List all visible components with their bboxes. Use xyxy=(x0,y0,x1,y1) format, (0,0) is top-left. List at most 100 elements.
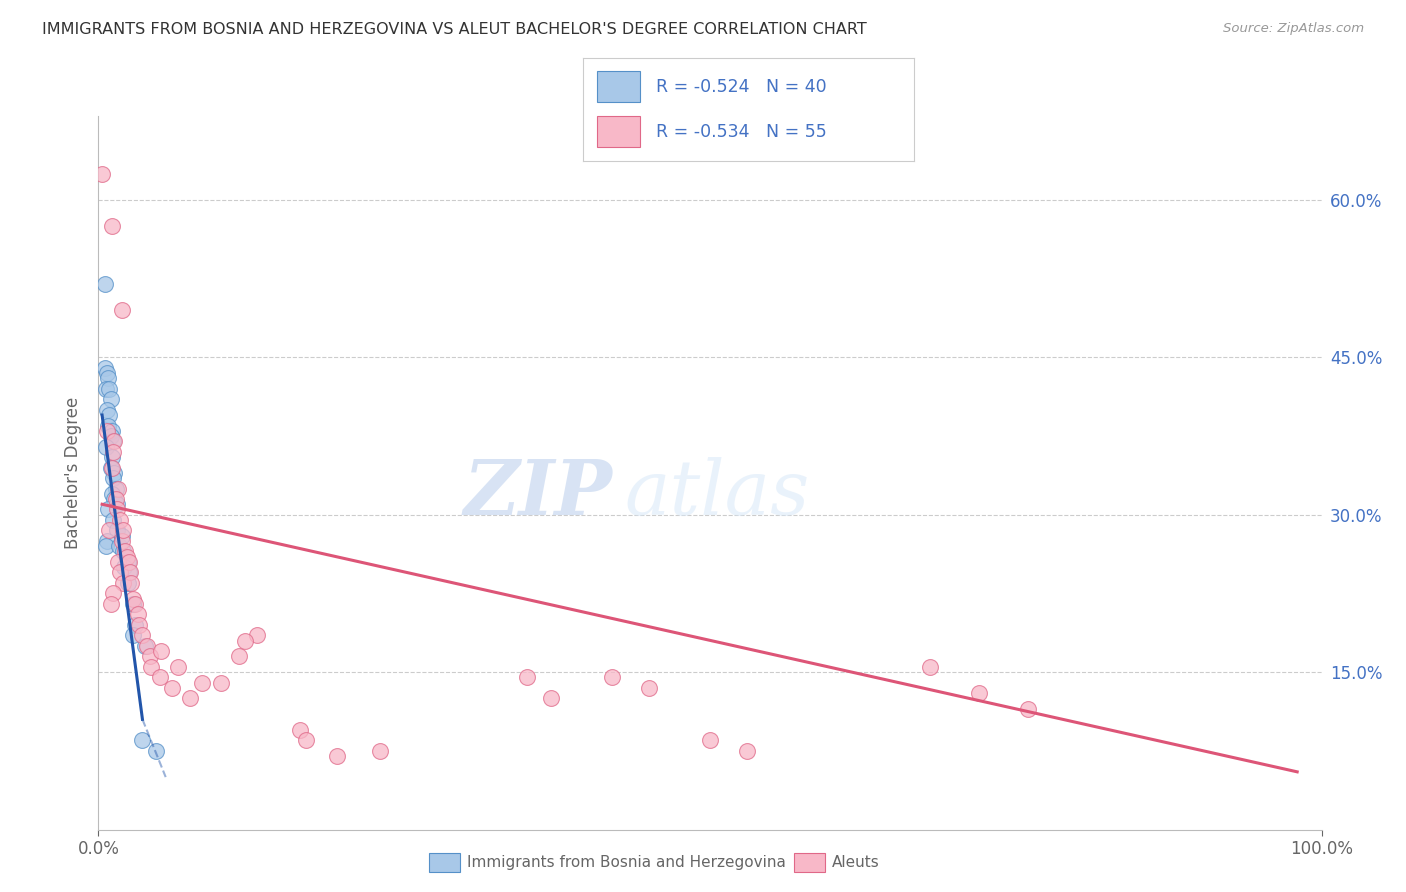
Point xyxy=(97,418,120,433)
Point xyxy=(1017,702,1039,716)
Point xyxy=(167,660,190,674)
Text: Immigrants from Bosnia and Herzegovina: Immigrants from Bosnia and Herzegovina xyxy=(467,855,786,870)
Point xyxy=(515,670,537,684)
Point xyxy=(118,555,141,569)
Y-axis label: Bachelor's Degree: Bachelor's Degree xyxy=(65,397,83,549)
Point xyxy=(149,644,172,658)
Point xyxy=(101,460,124,475)
Point xyxy=(103,466,125,480)
Point xyxy=(94,539,117,553)
Bar xyxy=(596,117,640,147)
Point xyxy=(98,382,121,396)
Point xyxy=(101,586,124,600)
Point xyxy=(233,633,256,648)
Point xyxy=(134,639,156,653)
Point xyxy=(326,749,349,764)
Point xyxy=(967,686,990,700)
Point xyxy=(105,524,128,538)
Point xyxy=(149,670,172,684)
Point xyxy=(91,167,114,181)
Point xyxy=(101,434,124,449)
Point xyxy=(107,555,129,569)
Point xyxy=(699,733,721,747)
Point xyxy=(290,723,312,737)
Text: Aleuts: Aleuts xyxy=(832,855,880,870)
Point xyxy=(104,482,127,496)
Point xyxy=(540,691,562,706)
Point xyxy=(101,513,124,527)
Point xyxy=(120,566,142,580)
Point xyxy=(638,681,661,695)
Point xyxy=(120,576,142,591)
Text: Source: ZipAtlas.com: Source: ZipAtlas.com xyxy=(1223,22,1364,36)
Point xyxy=(97,371,120,385)
Point xyxy=(111,544,134,558)
Point xyxy=(112,560,135,574)
Bar xyxy=(596,71,640,102)
Point xyxy=(114,544,136,558)
Point xyxy=(121,591,143,606)
Point xyxy=(209,675,232,690)
Point xyxy=(103,434,125,449)
Point xyxy=(368,744,391,758)
Point xyxy=(108,539,131,553)
Point xyxy=(98,524,121,538)
Point xyxy=(124,618,146,632)
Point xyxy=(118,566,141,580)
Point xyxy=(111,303,134,318)
Point xyxy=(145,744,167,758)
Point xyxy=(100,460,122,475)
Text: ZIP: ZIP xyxy=(464,458,612,531)
Point xyxy=(115,549,138,564)
Point xyxy=(96,424,118,438)
Point xyxy=(191,675,214,690)
Point xyxy=(107,482,129,496)
Point xyxy=(600,670,623,684)
Point xyxy=(94,440,117,454)
Point xyxy=(117,576,139,591)
Point xyxy=(101,424,124,438)
Point xyxy=(131,733,153,747)
Point xyxy=(139,660,162,674)
Point xyxy=(228,649,250,664)
Point xyxy=(100,597,122,611)
Point xyxy=(101,487,124,501)
Text: IMMIGRANTS FROM BOSNIA AND HERZEGOVINA VS ALEUT BACHELOR'S DEGREE CORRELATION CH: IMMIGRANTS FROM BOSNIA AND HERZEGOVINA V… xyxy=(42,22,868,37)
Point xyxy=(96,402,118,417)
Point xyxy=(96,533,118,548)
Point xyxy=(103,491,125,506)
Point xyxy=(128,618,150,632)
Point xyxy=(101,450,124,464)
Point xyxy=(111,576,134,591)
Point xyxy=(93,277,115,291)
Point xyxy=(920,660,942,674)
Text: R = -0.524   N = 40: R = -0.524 N = 40 xyxy=(657,78,827,95)
Point xyxy=(139,649,162,664)
Point xyxy=(110,566,132,580)
Point xyxy=(295,733,318,747)
Point xyxy=(131,628,153,642)
Point xyxy=(105,502,128,516)
Point xyxy=(121,597,143,611)
Point xyxy=(246,628,269,642)
Point xyxy=(101,219,124,234)
Point xyxy=(136,639,159,653)
Point xyxy=(101,471,124,485)
Point xyxy=(111,533,134,548)
Point xyxy=(101,444,124,458)
Point xyxy=(96,366,118,380)
Point xyxy=(94,382,117,396)
Point xyxy=(93,360,115,375)
Point xyxy=(124,597,146,611)
Point xyxy=(97,502,120,516)
Point xyxy=(111,529,134,543)
Point xyxy=(179,691,201,706)
Point xyxy=(104,491,127,506)
Point xyxy=(110,513,132,527)
Point xyxy=(100,429,122,443)
Text: atlas: atlas xyxy=(624,458,810,531)
Point xyxy=(735,744,758,758)
Point xyxy=(111,524,134,538)
Point xyxy=(98,408,121,422)
Text: R = -0.534   N = 55: R = -0.534 N = 55 xyxy=(657,123,827,141)
